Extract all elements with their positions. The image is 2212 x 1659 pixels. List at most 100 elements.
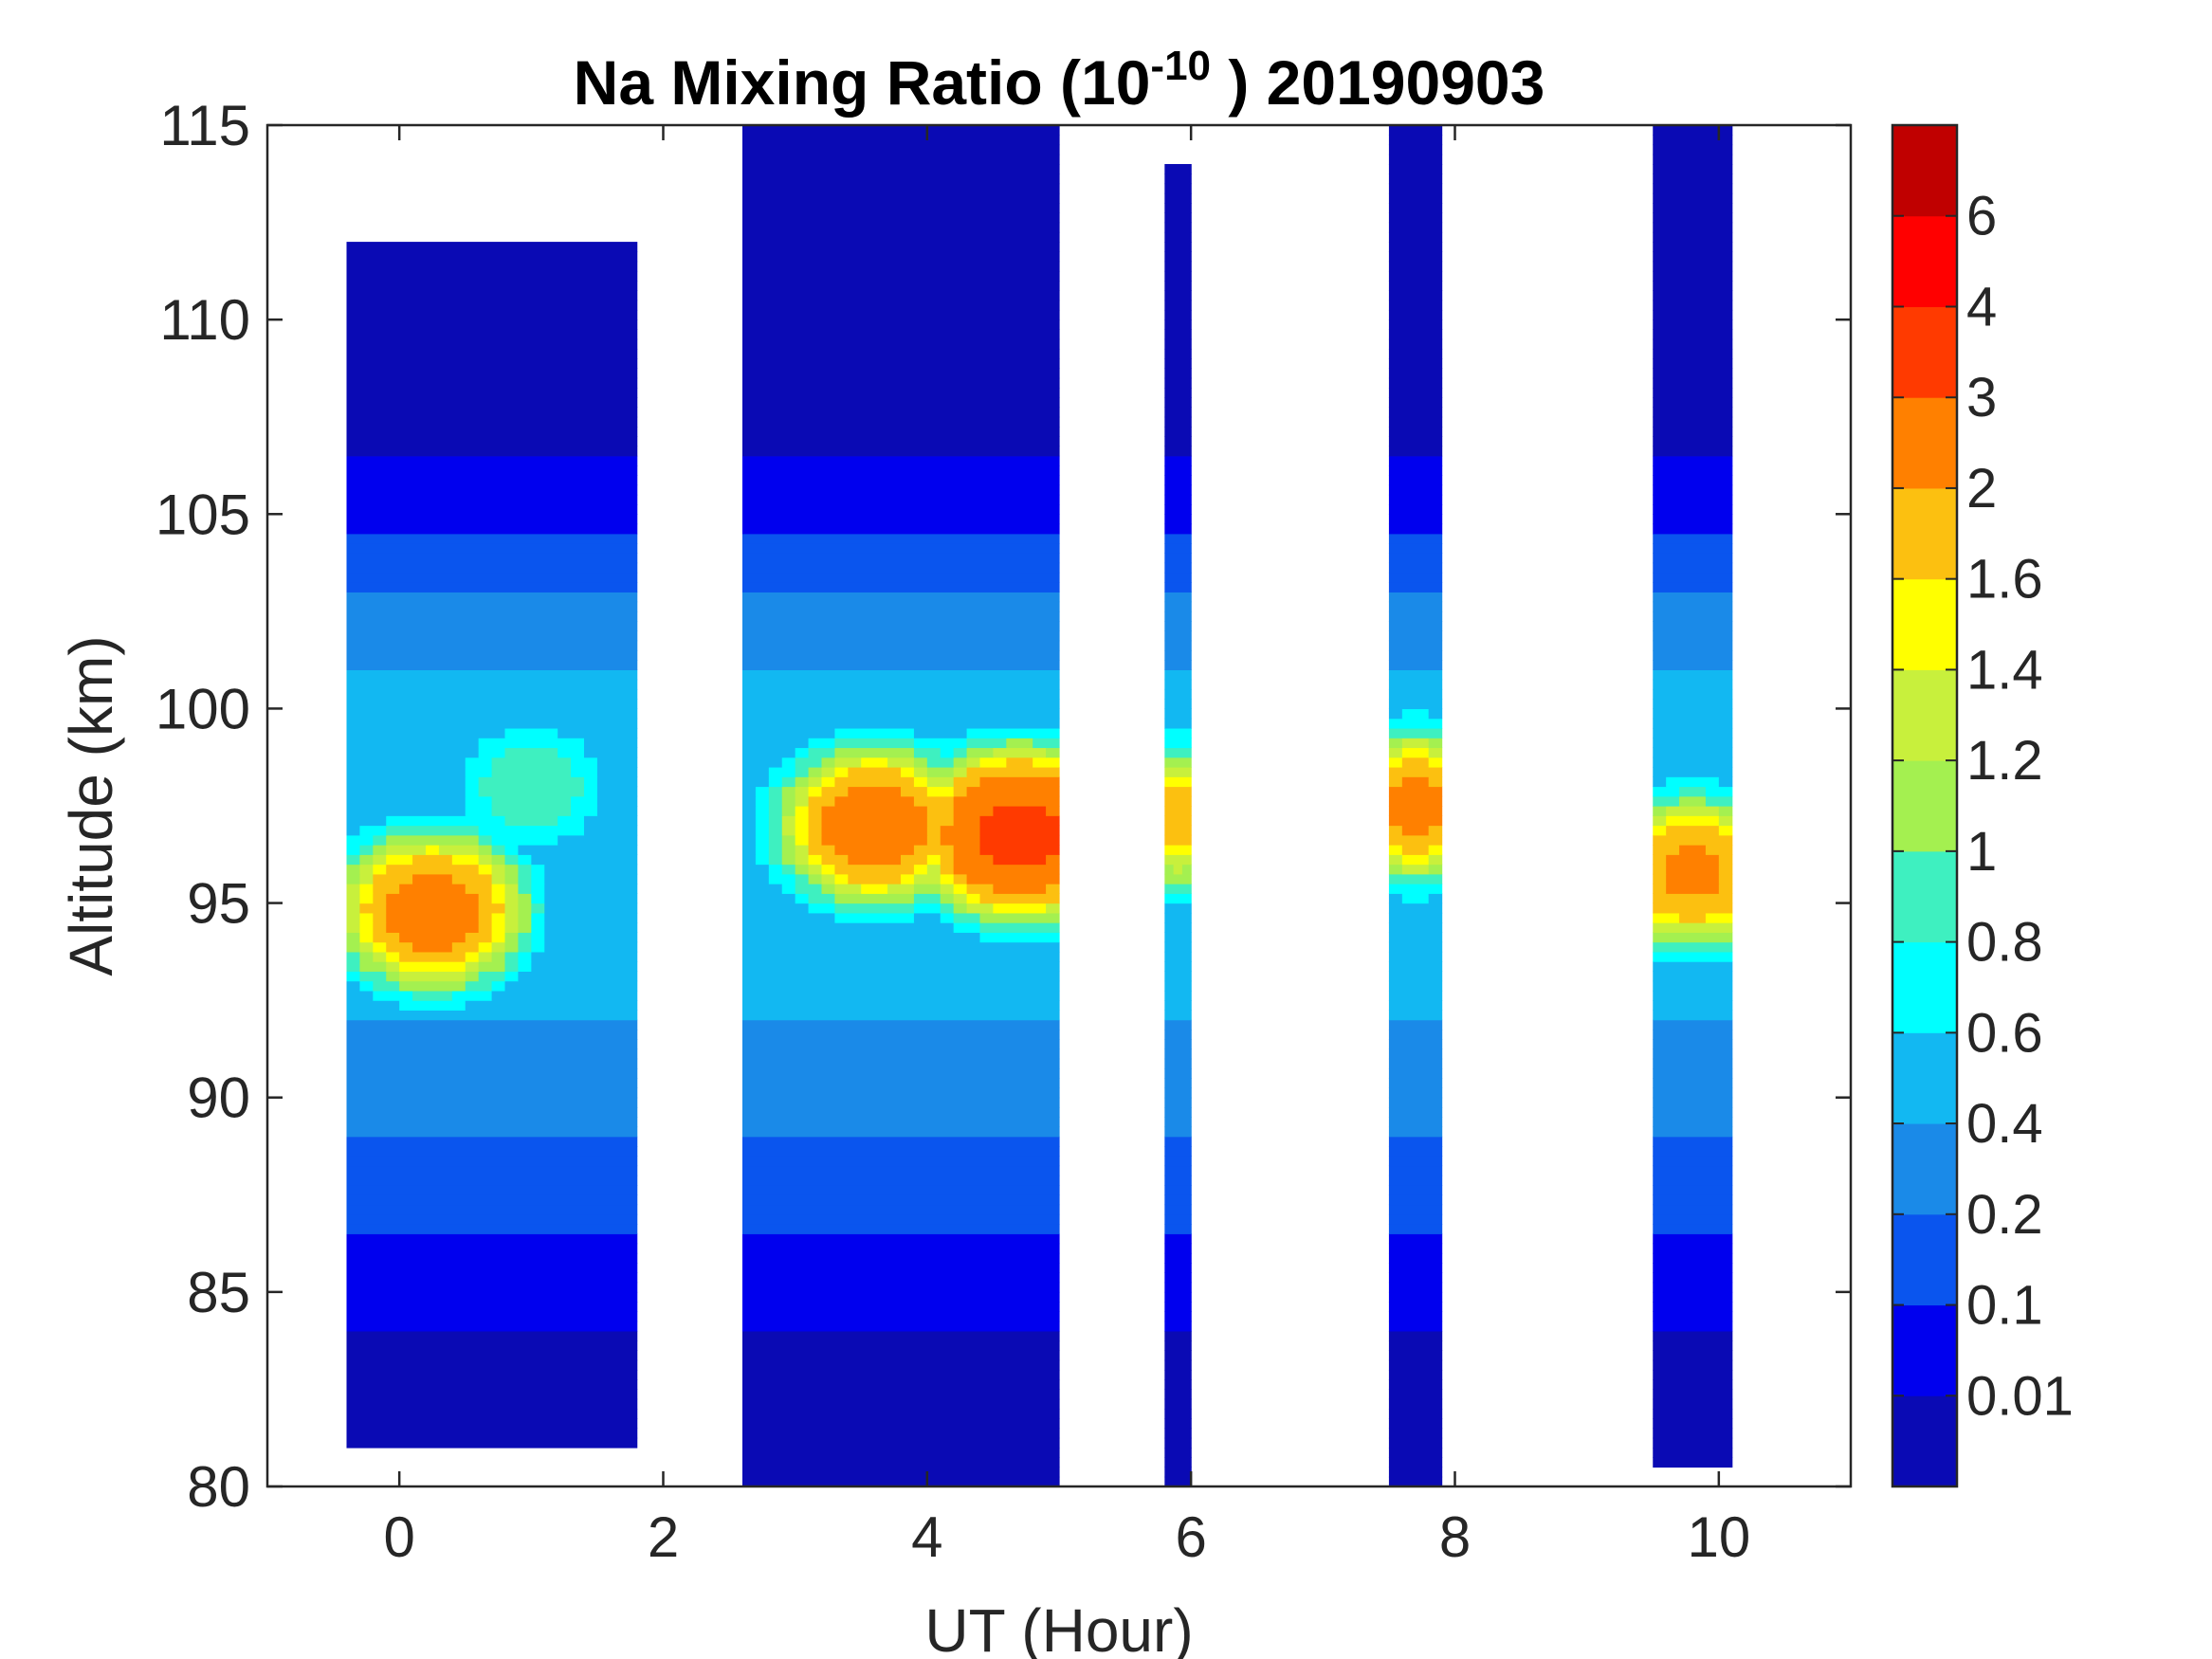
contour-cell — [742, 338, 1060, 350]
contour-cell — [1164, 368, 1192, 379]
contour-cell — [346, 766, 466, 777]
contour-cell — [478, 786, 585, 797]
contour-cell — [1653, 825, 1667, 836]
contour-cell — [1653, 649, 1733, 661]
contour-cell — [742, 757, 783, 768]
contour-cell — [848, 873, 902, 884]
contour-cell — [346, 640, 638, 651]
colorbar-label: 1 — [1966, 821, 1997, 883]
contour-cell — [386, 902, 480, 914]
contour-cell — [1388, 893, 1403, 904]
contour-cell — [518, 845, 638, 855]
contour-cell — [781, 776, 796, 788]
contour-cell — [346, 884, 361, 894]
contour-cell — [346, 932, 361, 943]
contour-cell — [1164, 1311, 1192, 1322]
contour-cell — [1653, 242, 1733, 252]
contour-cell — [1388, 922, 1443, 933]
contour-cell — [1164, 660, 1192, 670]
contour-cell — [742, 173, 1060, 185]
contour-cell — [1653, 1213, 1733, 1225]
contour-cell — [359, 961, 387, 972]
contour-cell — [1164, 416, 1192, 428]
contour-cell — [584, 786, 598, 797]
contour-cell — [1164, 932, 1192, 943]
contour-cell — [742, 854, 757, 866]
contour-cell — [1653, 1302, 1733, 1312]
contour-cell — [1388, 825, 1403, 836]
contour-cell — [742, 1136, 1060, 1147]
contour-cell — [1653, 319, 1733, 330]
contour-cell — [1653, 1165, 1733, 1176]
contour-cell — [913, 727, 968, 738]
contour-cell — [1388, 377, 1443, 389]
contour-cell — [1653, 688, 1733, 700]
contour-cell — [1164, 815, 1192, 827]
contour-cell — [1653, 125, 1733, 136]
contour-cell — [742, 834, 757, 846]
contour-cell — [1653, 426, 1733, 437]
contour-cell — [742, 893, 796, 904]
contour-cell — [465, 884, 493, 894]
contour-cell — [346, 1302, 638, 1312]
contour-cell — [940, 912, 955, 923]
contour-cell — [346, 601, 638, 612]
contour-cell — [979, 834, 1060, 846]
contour-cell — [359, 902, 387, 914]
contour-cell — [1401, 776, 1430, 788]
contour-cell — [1388, 1398, 1443, 1410]
contour-cell — [346, 649, 638, 661]
contour-cell — [504, 980, 638, 992]
contour-cell — [742, 416, 1060, 428]
contour-cell — [742, 192, 1060, 204]
contour-cell — [1388, 980, 1443, 992]
contour-cell — [373, 893, 387, 904]
contour-cell — [451, 873, 493, 884]
contour-cell — [544, 912, 638, 923]
contour-cell — [491, 834, 558, 846]
contour-cell — [742, 699, 1060, 710]
y-tick-label: 105 — [155, 483, 250, 546]
contour-cell — [1388, 1175, 1443, 1186]
contour-cell — [346, 592, 638, 603]
contour-cell — [1164, 1379, 1192, 1391]
contour-cell — [1428, 708, 1443, 720]
contour-cell — [571, 795, 598, 807]
contour-cell — [966, 873, 1060, 884]
contour-cell — [742, 251, 1060, 263]
contour-cell — [1653, 397, 1733, 409]
contour-cell — [821, 834, 928, 846]
contour-cell — [742, 426, 1060, 437]
contour-cell — [504, 922, 520, 933]
contour-cell — [1653, 795, 1680, 807]
contour-cell — [1388, 1000, 1443, 1011]
contour-cell — [953, 884, 968, 894]
contour-cell — [1164, 611, 1192, 622]
observation-segment — [1388, 125, 1443, 1486]
contour-cell — [1653, 484, 1733, 496]
contour-cell — [531, 884, 545, 894]
contour-cell — [1164, 242, 1192, 252]
contour-cell — [1388, 601, 1443, 612]
contour-cell — [1164, 1476, 1192, 1486]
contour-cell — [346, 553, 638, 564]
contour-cell — [887, 884, 915, 894]
contour-cell — [742, 203, 1060, 213]
contour-cell — [584, 825, 638, 836]
contour-cell — [1388, 1369, 1443, 1380]
contour-cell — [742, 1078, 1060, 1089]
contour-cell — [399, 971, 466, 982]
contour-cell — [742, 1039, 1060, 1050]
contour-cell — [940, 747, 955, 758]
contour-cell — [1401, 854, 1430, 866]
contour-cell — [742, 1467, 1060, 1478]
contour-cell — [346, 300, 638, 311]
contour-cell — [346, 358, 638, 370]
contour-cell — [1388, 407, 1443, 418]
contour-cell — [346, 290, 638, 301]
contour-cell — [940, 854, 955, 866]
contour-cell — [1388, 854, 1403, 866]
contour-cell — [346, 1428, 638, 1439]
colorbar-label: 1.2 — [1966, 730, 2043, 792]
contour-cell — [491, 922, 506, 933]
